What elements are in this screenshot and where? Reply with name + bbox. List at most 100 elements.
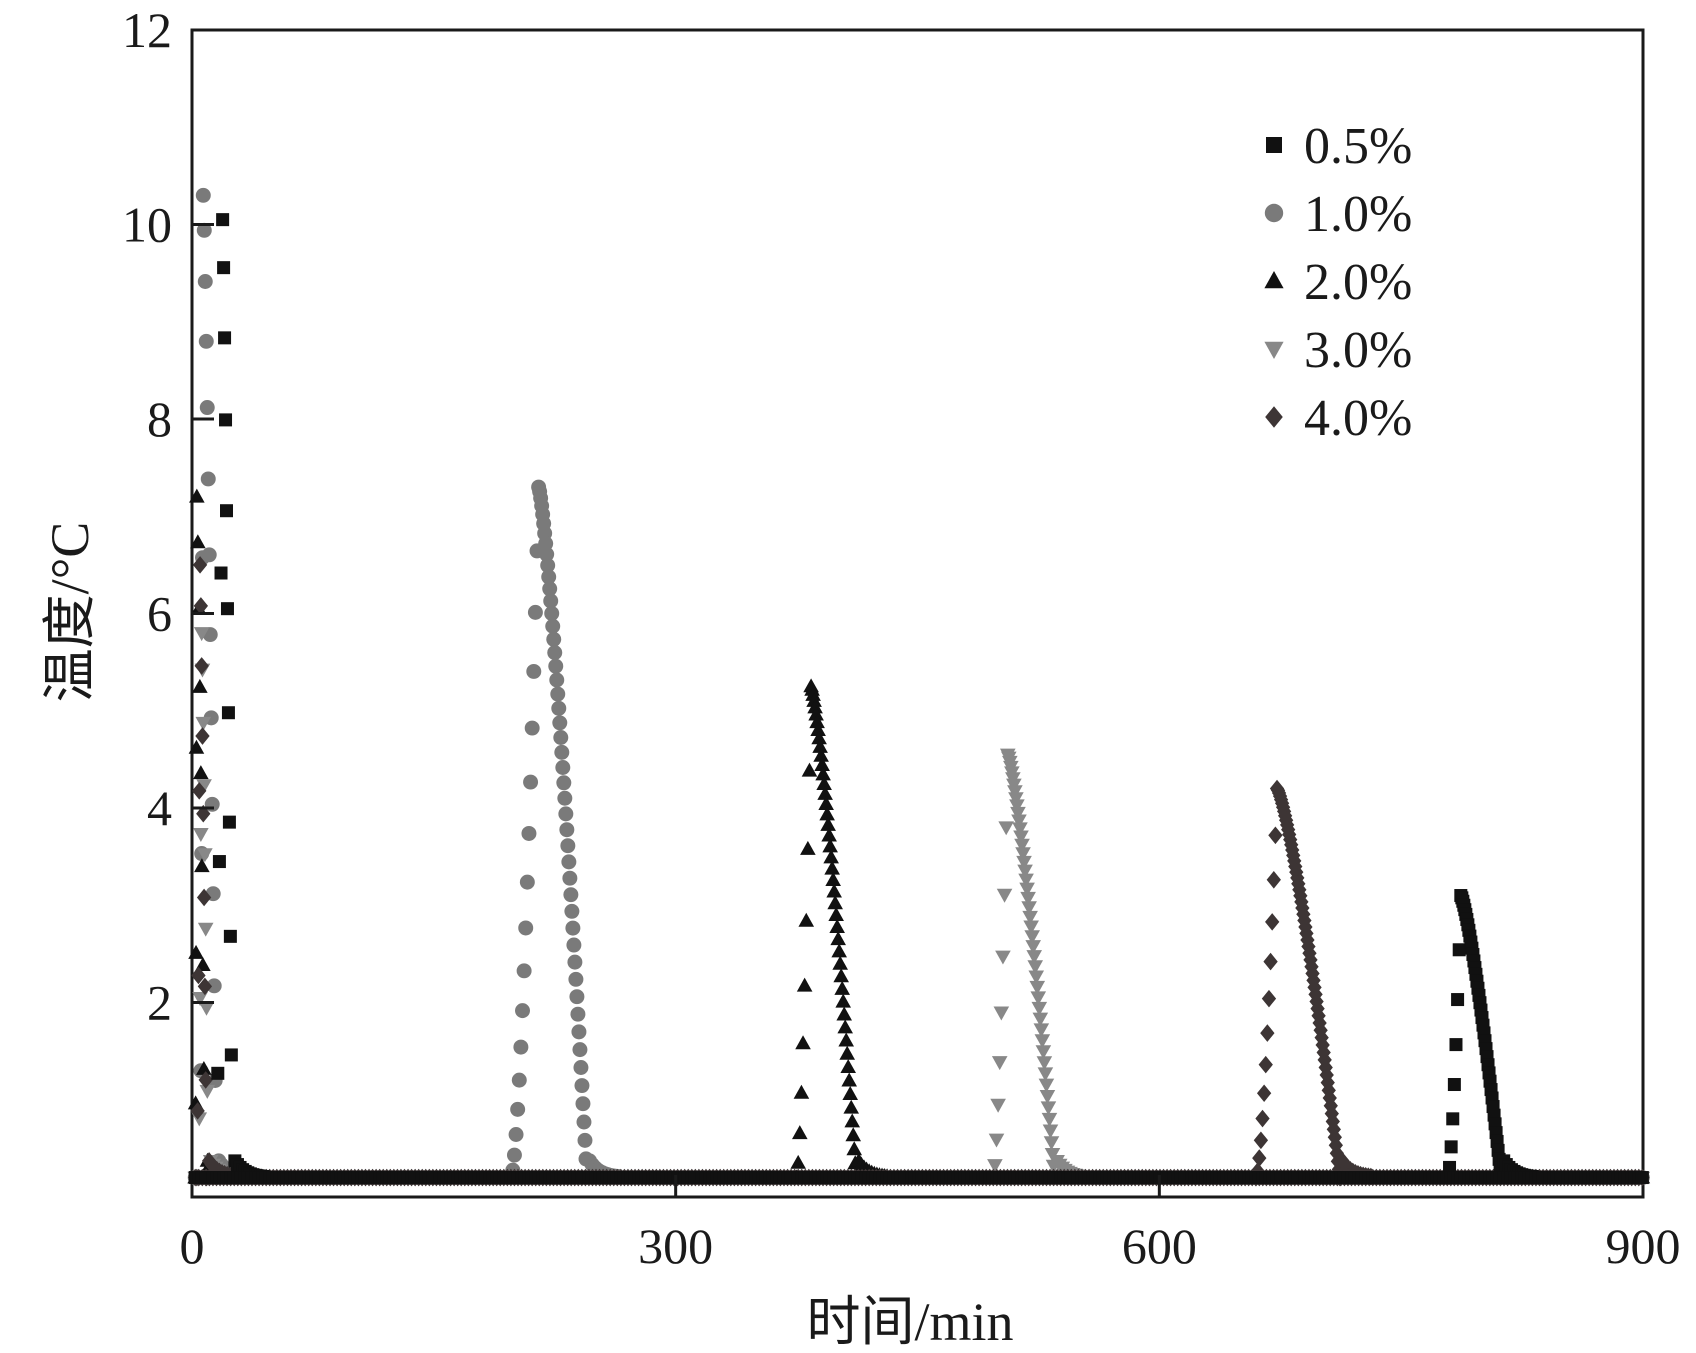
data-point [834,980,850,995]
data-point [839,1045,856,1060]
data-point [562,870,578,886]
data-point [1040,1101,1057,1116]
data-point [831,943,847,958]
data-point [1029,980,1046,995]
data-point [824,860,840,875]
data-point [214,566,228,580]
data-point [842,1086,859,1101]
data-point [192,992,208,1007]
data-point [817,785,833,800]
data-point [1037,1067,1054,1082]
data-point [796,977,813,992]
data-point [1263,952,1278,971]
legend-label: 0.5% [1304,118,1412,175]
data-point [814,756,830,771]
data-point [820,816,836,831]
data-point [828,907,844,922]
data-point [1043,1136,1060,1151]
data-point [1261,989,1277,1008]
data-point [846,1141,863,1156]
data-point [1318,1058,1333,1077]
y-tick-label: 6 [147,586,172,642]
data-point [823,849,839,864]
data-point [564,903,580,919]
x-tick-label: 0 [180,1218,205,1274]
data-point [554,744,570,760]
data-point [1026,950,1043,965]
data-point [993,1006,1010,1021]
data-point [192,782,207,800]
data-point [1258,1055,1273,1074]
data-point [790,1154,806,1169]
data-point [217,261,231,275]
data-point [1017,864,1033,879]
data-point [1028,970,1045,985]
data-point [844,1113,861,1128]
data-point [571,1024,587,1040]
data-point [1010,806,1026,821]
data-point [1034,1034,1051,1049]
data-point [1031,1001,1048,1016]
data-point [1033,1023,1050,1038]
series-4.0% [188,556,1650,1187]
data-point [826,883,842,898]
data-point [1023,920,1039,935]
data-point [1329,1144,1345,1163]
data-point [1321,1081,1336,1100]
data-point [1015,847,1031,862]
data-point [813,747,829,762]
data-point [188,739,205,754]
data-point [827,895,843,910]
data-point [1008,792,1024,807]
data-point [508,1127,524,1142]
data-point [987,1159,1003,1174]
data-point [567,954,583,970]
data-point [539,546,555,562]
data-point [191,966,206,985]
data-point [1452,943,1466,957]
data-point [543,593,559,609]
legend-label: 3.0% [1304,322,1412,379]
data-point [550,686,566,702]
y-tick-label: 12 [122,2,172,58]
data-point [801,762,818,777]
data-point [559,822,575,838]
data-point [519,874,535,890]
data-point [198,1071,213,1089]
series-3.0% [187,627,1651,1186]
data-point [798,912,815,927]
data-point [800,840,816,855]
data-point [793,1084,810,1099]
data-point [1032,1012,1049,1027]
data-point [196,222,212,238]
data-point [818,796,834,811]
data-point [211,1066,225,1080]
legend-marker [1264,341,1284,359]
y-tick-label: 2 [147,975,172,1031]
data-point [558,806,574,822]
data-point [196,779,212,794]
data-point [810,722,826,737]
data-point [835,993,851,1008]
data-point [541,569,557,585]
data-point [218,331,232,345]
data-point [511,1072,527,1088]
data-point [792,1125,808,1140]
plot-frame [190,28,1645,1199]
data-point [510,1101,526,1117]
data-point [513,1039,529,1055]
data-point [540,557,556,573]
data-point [577,1132,593,1148]
data-point [1260,1024,1275,1042]
data-point [1025,940,1041,955]
data-point [988,1133,1005,1148]
data-point [843,1099,860,1114]
data-point [197,977,213,996]
data-point [544,605,560,621]
data-point [821,827,837,842]
data-point [995,950,1011,965]
data-point [552,715,568,731]
data-point [576,1114,592,1130]
data-point [221,706,235,720]
data-point [193,765,209,780]
